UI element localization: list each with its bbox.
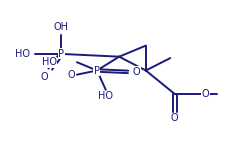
Text: O: O <box>67 70 75 80</box>
Text: HO: HO <box>15 49 30 59</box>
Text: P: P <box>94 66 100 75</box>
Text: O: O <box>40 72 48 82</box>
Text: O: O <box>171 113 178 123</box>
Text: O: O <box>201 89 209 99</box>
Text: P: P <box>58 49 64 59</box>
Text: OH: OH <box>54 22 69 32</box>
Text: O: O <box>133 67 140 77</box>
Text: HO: HO <box>42 57 57 67</box>
Text: HO: HO <box>98 91 113 101</box>
